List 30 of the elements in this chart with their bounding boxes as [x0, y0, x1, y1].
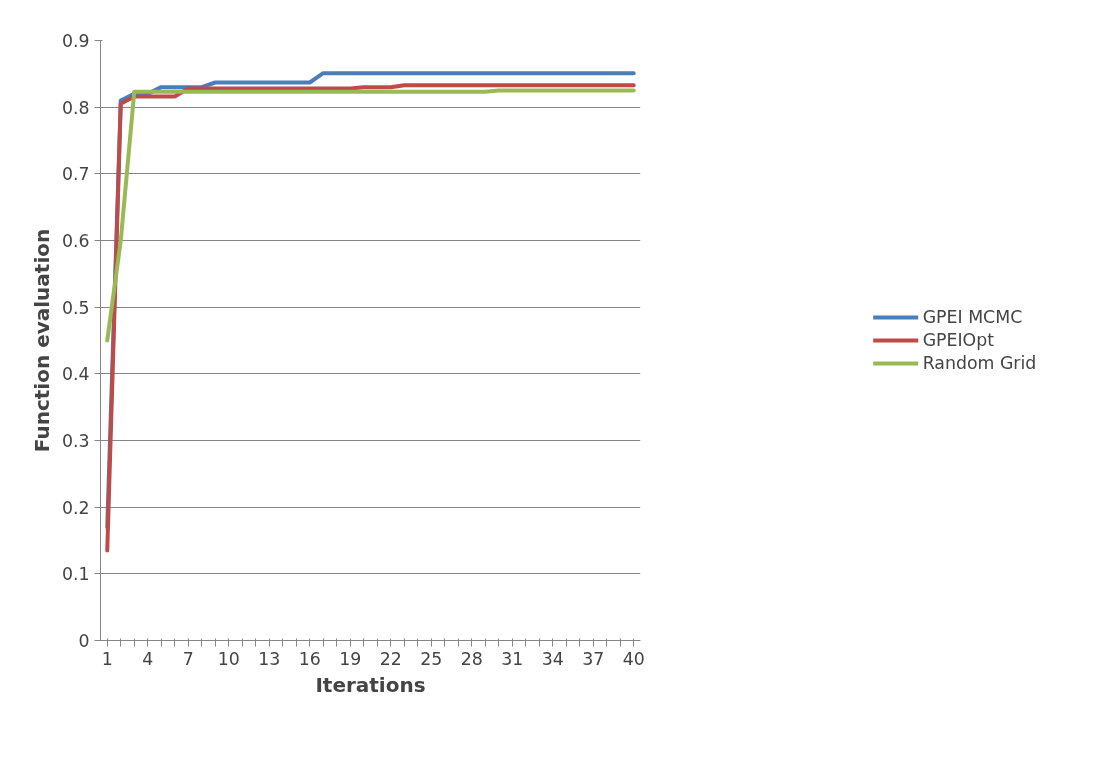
x-tick-label: 4 — [142, 648, 154, 669]
x-tick-label: 31 — [501, 648, 524, 669]
y-tick-label: 0.1 — [61, 564, 90, 585]
y-axis-title: Function evaluation — [29, 228, 54, 453]
x-tick-label: 19 — [339, 648, 362, 669]
y-tick-label: 0.5 — [61, 297, 90, 318]
x-tick-label: 7 — [182, 648, 194, 669]
y-tick-label: 0.4 — [61, 364, 90, 385]
x-tick-label: 16 — [298, 648, 321, 669]
y-tick-label: 0.8 — [61, 97, 90, 118]
y-tick-label: 0.9 — [61, 31, 90, 51]
x-axis-title: Iterations — [315, 672, 426, 697]
x-tick-label: 13 — [258, 648, 281, 669]
x-tick-label: 25 — [420, 648, 443, 669]
y-tick-label: 0.3 — [61, 431, 90, 451]
x-tick-label: 37 — [582, 648, 605, 669]
x-tick-label: 1 — [101, 648, 113, 669]
y-tick-label: 0.6 — [61, 231, 90, 251]
y-tick-label: 0 — [78, 631, 90, 651]
legend-label: GPEI MCMC — [922, 307, 1023, 327]
y-tick-label: 0.7 — [61, 164, 90, 185]
x-tick-label: 10 — [217, 648, 240, 669]
x-tick-label: 40 — [622, 648, 645, 669]
legend-label: GPEIOpt — [922, 330, 995, 350]
x-tick-label: 34 — [541, 648, 564, 669]
x-tick-label: 22 — [379, 648, 402, 669]
legend-label: Random Grid — [922, 353, 1037, 373]
x-tick-label: 28 — [460, 648, 483, 669]
y-tick-label: 0.2 — [61, 497, 90, 518]
line-series — [105, 88, 636, 343]
